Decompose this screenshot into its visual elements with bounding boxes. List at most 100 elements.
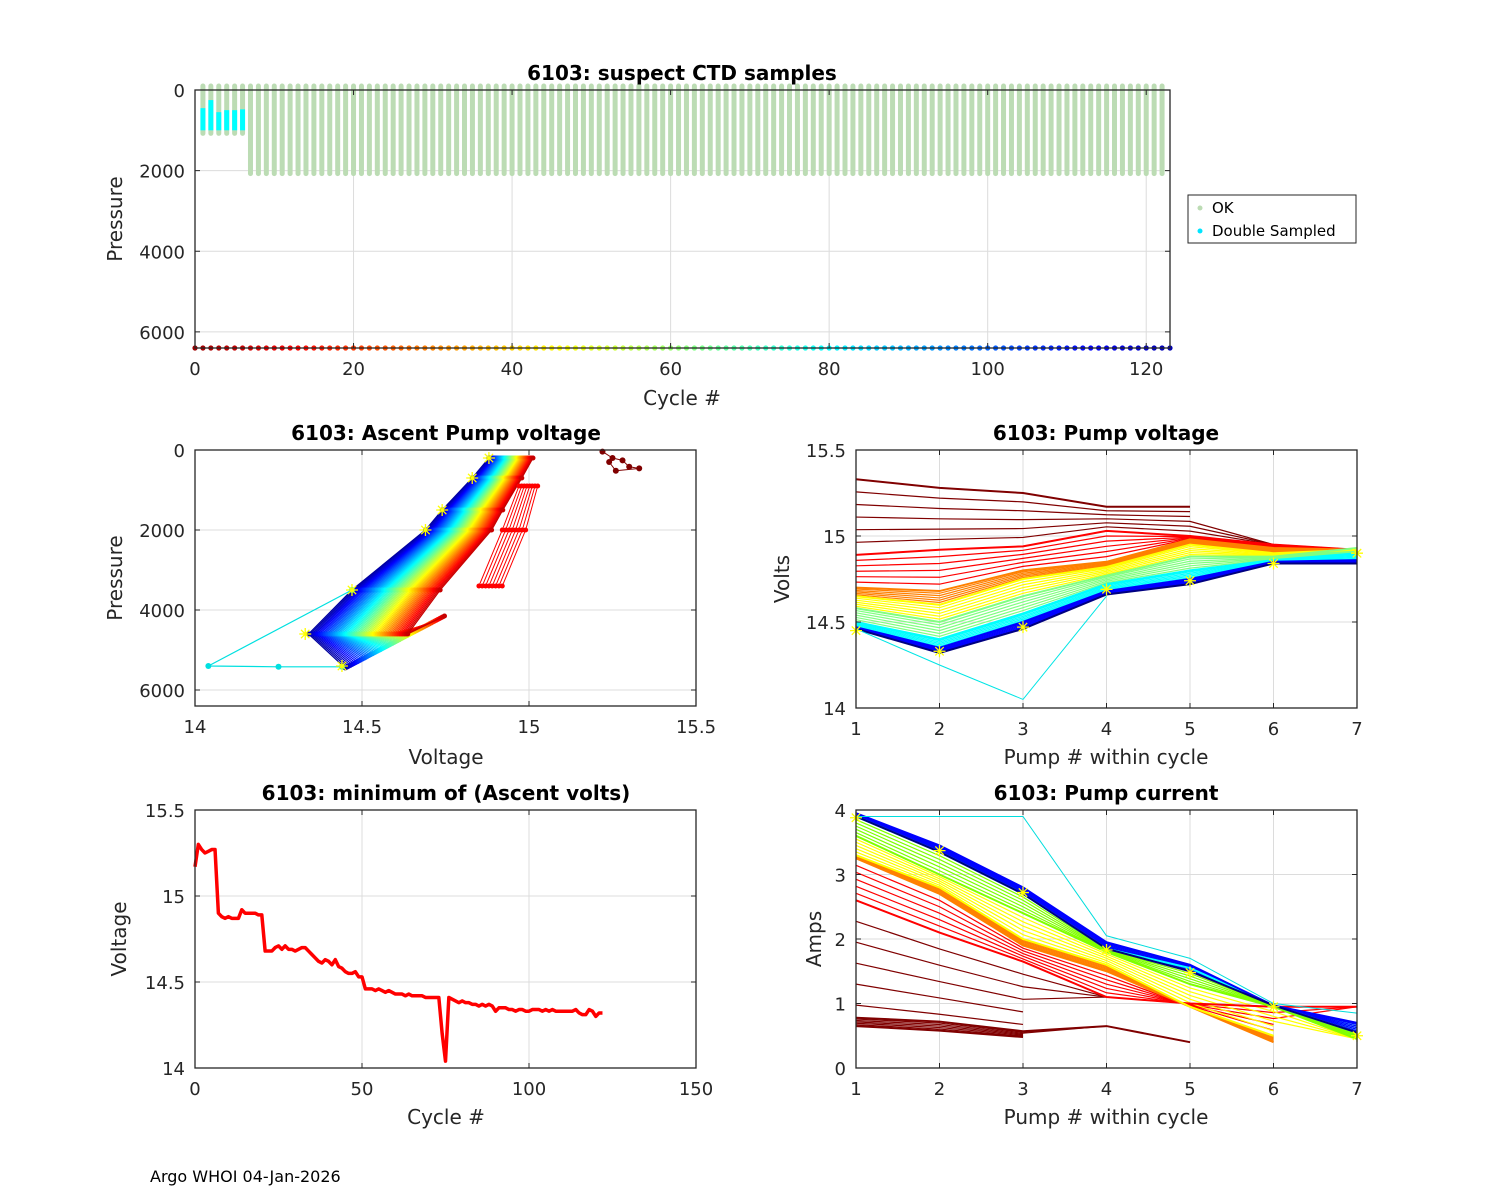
- pump-series-line: [855, 1004, 1024, 1026]
- yellow-star-marker: [933, 645, 946, 658]
- pump-series-line: [855, 1024, 1024, 1037]
- pump-series-line: [855, 1022, 1024, 1036]
- x-tick-label: 5: [1184, 719, 1195, 740]
- yellow-star-marker: [1017, 886, 1029, 899]
- x-tick-label: 50: [351, 1079, 374, 1100]
- yellow-star-marker: [345, 584, 358, 596]
- x-tick-label: 7: [1351, 1079, 1362, 1100]
- x-tick-label: 20: [342, 359, 365, 380]
- y-axis-label: Pressure: [103, 535, 127, 620]
- ascent-sample-point: [500, 507, 506, 513]
- y-tick-label: 2000: [139, 162, 185, 183]
- pump-series-line: [855, 540, 1357, 597]
- pump-series-line: [855, 542, 1358, 601]
- yellow-star-marker: [933, 844, 946, 857]
- pump-series-line: [855, 864, 1274, 1037]
- yellow-star-marker: [1017, 621, 1029, 634]
- chart-title: 6103: Ascent Pump voltage: [291, 421, 601, 445]
- legend-marker-double-sampled: [1197, 228, 1203, 234]
- pump-series-line: [855, 851, 1274, 1032]
- ascent-sample-point: [606, 459, 613, 465]
- y-axis-label: Voltage: [107, 901, 131, 976]
- pump-series-line: [855, 841, 1358, 1040]
- y-tick-label: 4000: [139, 601, 185, 622]
- y-tick-label: 14.5: [145, 973, 185, 994]
- axes-box: [194, 89, 1171, 349]
- legend-label-double-sampled: Double Sampled: [1212, 222, 1336, 240]
- ascent-profile-line: [615, 467, 640, 472]
- pump-series-line: [855, 1021, 1024, 1035]
- chart-title: 6103: suspect CTD samples: [527, 61, 837, 85]
- ascent-sample-point: [519, 475, 525, 481]
- axes-box: [194, 449, 697, 707]
- y-tick-label: 15.5: [145, 801, 185, 822]
- legend-marker-ok: [1197, 205, 1203, 211]
- pump-series-line: [855, 1016, 1191, 1044]
- y-tick-label: 15: [162, 887, 185, 908]
- pump-series-line: [855, 543, 1358, 606]
- x-tick-label: 15: [518, 717, 541, 738]
- x-axis-label: Cycle #: [643, 386, 721, 410]
- legend-label-ok: OK: [1212, 199, 1235, 217]
- pump-series-line: [855, 844, 1358, 1040]
- x-tick-label: 100: [512, 1079, 546, 1100]
- min-voltage-line: [193, 842, 603, 1063]
- pump-series-line: [855, 885, 1358, 1020]
- y-tick-label: 0: [174, 441, 185, 462]
- yellow-star-marker: [1100, 943, 1113, 956]
- suspect-ctd-panel: 0 20 40 60 80 100 120 0 2000 4000 6000 6103: suspe…: [103, 61, 1357, 410]
- y-tick-label: 2000: [139, 521, 185, 542]
- ascent-sample-point: [437, 587, 443, 593]
- yellow-star-marker: [1184, 966, 1196, 979]
- x-tick-label: 0: [189, 1079, 200, 1100]
- pump-series-line: [855, 595, 1107, 701]
- x-axis-label: Voltage: [408, 745, 483, 769]
- pump-series-line: [855, 1025, 1024, 1039]
- x-axis-label: Cycle #: [407, 1105, 485, 1129]
- ascent-sample-point: [535, 483, 541, 489]
- pump-series-line: [855, 878, 1274, 1026]
- x-tick-label: 0: [189, 359, 200, 380]
- x-tick-label: 15.5: [676, 717, 716, 738]
- y-axis-label: Pressure: [103, 176, 127, 261]
- yellow-star-marker: [482, 452, 495, 464]
- min-ascent-volts-panel: 0 50 100 150 14 14.5 15 15.5 6103: minimum of (…: [107, 781, 713, 1129]
- outlier-sample-point: [275, 663, 282, 670]
- yellow-star-marker: [1184, 574, 1196, 587]
- x-tick-label: 120: [1129, 359, 1163, 380]
- footer-credit: Argo WHOI 04-Jan-2026: [150, 1167, 341, 1186]
- x-tick-label: 2: [934, 1079, 945, 1100]
- y-tick-label: 14: [162, 1059, 185, 1080]
- x-axis-label: Pump # within cycle: [1004, 745, 1209, 769]
- x-tick-label: 6: [1268, 719, 1279, 740]
- yellow-star-marker: [299, 628, 312, 640]
- x-tick-label: 4: [1101, 719, 1112, 740]
- yellow-star-marker: [419, 524, 432, 536]
- pump-series-line: [855, 491, 1191, 513]
- ascent-sample-point: [489, 527, 495, 533]
- y-tick-label: 15.5: [806, 441, 846, 462]
- chart-title: 6103: Pump voltage: [993, 421, 1219, 445]
- y-tick-label: 14.5: [806, 613, 846, 634]
- x-axis-label: Pump # within cycle: [1004, 1105, 1209, 1129]
- ascent-sample-point: [405, 631, 411, 637]
- y-tick-label: 0: [174, 81, 185, 102]
- y-tick-label: 3: [835, 866, 846, 887]
- chart-title: 6103: minimum of (Ascent volts): [262, 781, 631, 805]
- x-tick-label: 1: [850, 1079, 861, 1100]
- x-tick-label: 5: [1184, 1079, 1195, 1100]
- pump-series-line: [855, 857, 1274, 1044]
- x-tick-label: 3: [1017, 1079, 1028, 1100]
- yellow-star-marker: [436, 504, 449, 516]
- yellow-star-marker: [466, 472, 479, 484]
- x-tick-label: 1: [850, 719, 861, 740]
- x-tick-label: 7: [1351, 719, 1362, 740]
- y-tick-label: 4000: [139, 242, 185, 263]
- ascent-sample-point: [441, 613, 447, 619]
- ascent-sample-point: [530, 455, 536, 461]
- x-tick-label: 80: [818, 359, 841, 380]
- pump-series-line: [855, 541, 1358, 599]
- y-tick-label: 4: [835, 801, 846, 822]
